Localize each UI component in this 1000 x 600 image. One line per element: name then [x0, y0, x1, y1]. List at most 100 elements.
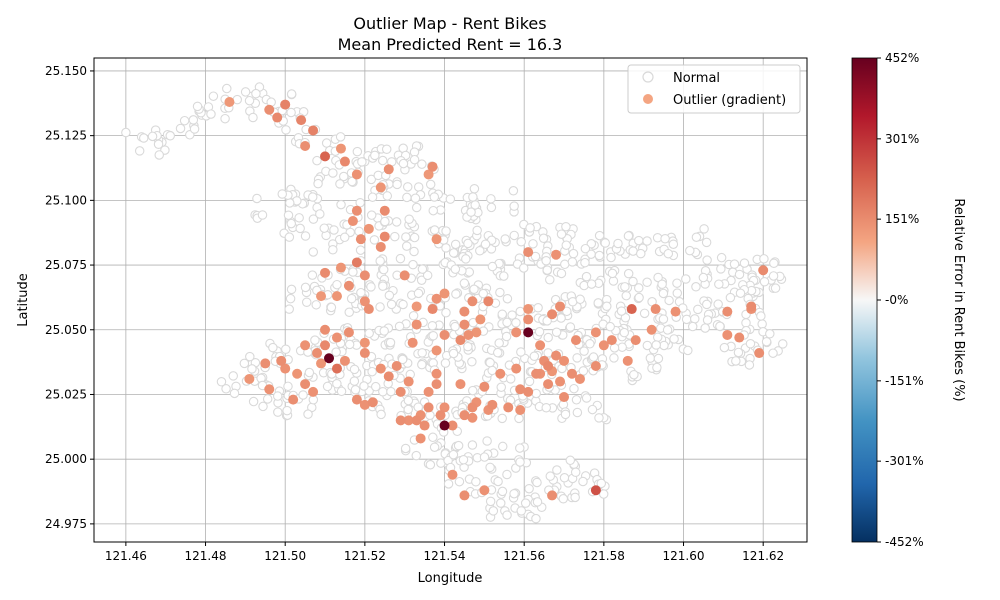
normal-point	[569, 383, 579, 394]
legend-normal-label: Normal	[673, 71, 720, 86]
normal-point	[768, 348, 778, 358]
normal-point	[768, 271, 779, 281]
normal-point	[257, 210, 268, 220]
normal-point	[660, 233, 670, 244]
normal-point	[403, 404, 413, 415]
normal-point	[303, 409, 313, 419]
normal-point	[272, 391, 283, 401]
normal-point	[719, 342, 730, 353]
outlier-point	[300, 340, 311, 351]
normal-point	[497, 486, 508, 497]
normal-point	[587, 404, 598, 415]
normal-point	[221, 384, 231, 394]
outlier-point	[423, 169, 434, 180]
outlier-point	[339, 355, 350, 366]
normal-point	[273, 407, 283, 417]
outlier-point	[351, 205, 362, 216]
chart-title: Outlier Map - Rent Bikes	[353, 14, 546, 33]
normal-point	[541, 256, 551, 266]
normal-point	[349, 364, 360, 375]
normal-point	[282, 405, 292, 416]
outlier-point	[590, 327, 601, 338]
outlier-point	[320, 267, 331, 278]
normal-point	[384, 290, 395, 301]
normal-point	[326, 302, 337, 313]
normal-point	[520, 498, 531, 508]
normal-point	[153, 139, 164, 149]
normal-point	[579, 346, 589, 356]
normal-point	[428, 330, 438, 341]
normal-point	[479, 452, 490, 462]
normal-point	[578, 366, 589, 376]
outlier-point	[543, 379, 554, 390]
normal-point	[636, 248, 646, 259]
normal-point	[285, 293, 296, 304]
outlier-point	[379, 205, 390, 216]
normal-point	[515, 306, 525, 317]
normal-point	[702, 255, 712, 265]
outlier-point	[300, 379, 311, 390]
legend-normal-marker	[642, 71, 654, 83]
normal-point	[524, 483, 534, 494]
outlier-point	[650, 304, 661, 315]
x-axis-ticks: 121.46 121.48 121.50 121.52 121.54 121.56 121.…	[105, 542, 784, 563]
normal-point	[165, 131, 175, 141]
normal-point	[651, 340, 661, 350]
normal-point	[645, 353, 656, 363]
normal-point	[628, 276, 638, 287]
normal-point	[729, 259, 740, 269]
normal-point	[469, 284, 479, 295]
normal-point	[331, 347, 341, 357]
normal-point	[533, 303, 543, 313]
normal-point	[429, 442, 440, 452]
x-tick-label: 121.46	[105, 549, 147, 563]
outlier-point	[399, 270, 410, 281]
outlier-point	[431, 345, 442, 356]
normal-point	[410, 193, 421, 204]
outlier-point	[343, 280, 354, 291]
normal-point	[417, 264, 428, 274]
normal-point	[495, 287, 505, 298]
normal-point	[409, 246, 419, 257]
normal-point	[417, 159, 427, 169]
outlier-points	[224, 97, 769, 501]
outlier-point	[622, 355, 633, 366]
normal-point	[268, 342, 278, 353]
normal-point	[366, 282, 376, 292]
outlier-point	[423, 386, 434, 397]
y-tick-label: 25.150	[45, 64, 87, 78]
outlier-point	[559, 355, 570, 366]
normal-point	[733, 347, 744, 358]
normal-point	[578, 476, 588, 487]
normal-point	[541, 402, 552, 413]
normal-point	[681, 314, 692, 325]
outlier-point	[566, 368, 577, 379]
normal-point	[542, 265, 552, 275]
normal-point	[315, 209, 325, 219]
normal-point	[565, 455, 576, 466]
normal-point	[429, 192, 440, 202]
normal-point	[344, 339, 355, 350]
outlier-point	[316, 291, 327, 302]
normal-point	[286, 89, 297, 99]
normal-point	[586, 239, 597, 249]
outlier-point	[339, 156, 350, 167]
legend-outlier-marker	[643, 94, 653, 104]
outlier-point	[435, 410, 446, 421]
normal-point	[616, 306, 627, 316]
normal-point	[581, 271, 592, 282]
normal-point	[428, 432, 438, 443]
normal-point	[777, 339, 788, 349]
normal-point	[411, 450, 422, 461]
outlier-point	[555, 376, 566, 387]
normal-point	[376, 409, 386, 420]
normal-point	[298, 390, 308, 400]
normal-point	[594, 413, 604, 423]
normal-point	[606, 252, 616, 263]
outlier-point	[276, 355, 287, 366]
normal-point	[623, 268, 634, 279]
normal-point	[359, 381, 369, 391]
outlier-point	[300, 141, 311, 151]
normal-point	[467, 440, 478, 450]
outlier-point	[547, 309, 558, 320]
